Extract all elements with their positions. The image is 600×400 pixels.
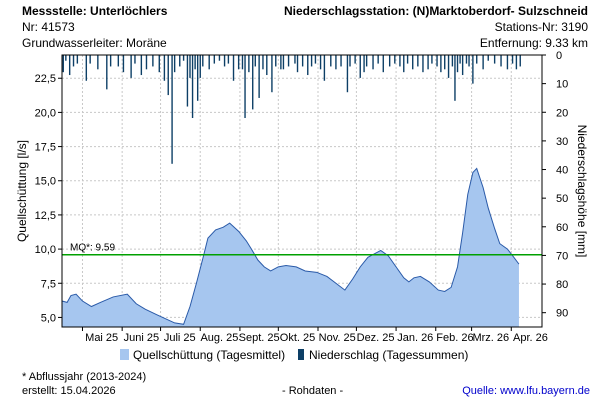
x-tick-label: Mrz. 26 xyxy=(472,332,509,344)
x-tick-label: Dez. 25 xyxy=(357,332,395,344)
x-tick-label: Nov. 25 xyxy=(319,332,356,344)
legend-swatch-discharge xyxy=(120,349,129,360)
x-tick-label: Juli 25 xyxy=(164,332,196,344)
station-number: Nr: 41573 xyxy=(22,20,75,34)
y-axis-title: Quellschüttung [l/s] xyxy=(15,140,29,242)
x-tick-label: Jan. 26 xyxy=(397,332,433,344)
y2-tick-label: 50 xyxy=(556,193,568,205)
y-tick-label: 17,5 xyxy=(35,142,56,154)
raw-data-label: - Rohdaten - xyxy=(282,385,344,397)
created-date: erstellt: 15.04.2026 xyxy=(22,385,116,397)
source-label: Quelle: xyxy=(462,385,498,397)
x-tick-label: Okt. 25 xyxy=(280,332,315,344)
y-tick-label: 20,0 xyxy=(35,107,56,119)
y-tick-label: 7,5 xyxy=(41,278,56,290)
y2-tick-label: 80 xyxy=(556,279,568,291)
precip-station-distance: Entfernung: 9.33 km xyxy=(479,36,588,50)
station-title: Messstelle: Unterlöchlers xyxy=(22,4,168,18)
x-tick-label: Juni 25 xyxy=(124,332,159,344)
plot-frame xyxy=(61,54,543,328)
y2-tick-label: 90 xyxy=(556,308,568,320)
discharge-area xyxy=(62,168,519,327)
legend-swatch-precip xyxy=(298,349,304,360)
x-tick-label: Sept. 25 xyxy=(239,332,280,344)
x-tick-label: Mai 25 xyxy=(85,332,118,344)
precip-station-title: Niederschlagsstation: (N)Marktoberdorf- … xyxy=(283,4,588,18)
y2-tick-label: 30 xyxy=(556,136,568,148)
discharge-line xyxy=(61,167,520,325)
x-tick-label: Aug. 25 xyxy=(200,332,238,344)
source-line: Quelle: www.lfu.bayern.de xyxy=(462,385,590,397)
y-tick-label: 5,0 xyxy=(41,312,56,324)
y2-tick-label: 40 xyxy=(556,165,568,177)
y2-tick-label: 70 xyxy=(556,250,568,262)
aquifer-label: Grundwasserleiter: Moräne xyxy=(22,36,167,50)
y2-tick-label: 10 xyxy=(556,79,568,91)
x-tick-label: Apr. 26 xyxy=(513,332,548,344)
footnote: * Abflussjahr (2013-2024) xyxy=(22,371,147,383)
x-tick-label: Feb. 26 xyxy=(436,332,473,344)
y-tick-label: 10,0 xyxy=(35,244,56,256)
y-tick-label: 12,5 xyxy=(35,210,56,222)
y2-tick-label: 20 xyxy=(556,107,568,119)
legend-label-precip: Niederschlag (Tagessummen) xyxy=(309,348,468,362)
y-tick-label: 22,5 xyxy=(35,73,56,85)
y-tick-label: 15,0 xyxy=(35,176,56,188)
legend-label-discharge: Quellschüttung (Tagesmittel) xyxy=(133,348,285,362)
y2-tick-label: 60 xyxy=(556,222,568,234)
precip-station-number: Stations-Nr: 3190 xyxy=(494,20,588,34)
y2-tick-label: 0 xyxy=(556,50,562,62)
mq-label: MQ*: 9.59 xyxy=(70,243,115,254)
y2-axis-title: Niederschlagshöhe [mm] xyxy=(575,125,589,258)
source-link[interactable]: www.lfu.bayern.de xyxy=(500,385,590,397)
